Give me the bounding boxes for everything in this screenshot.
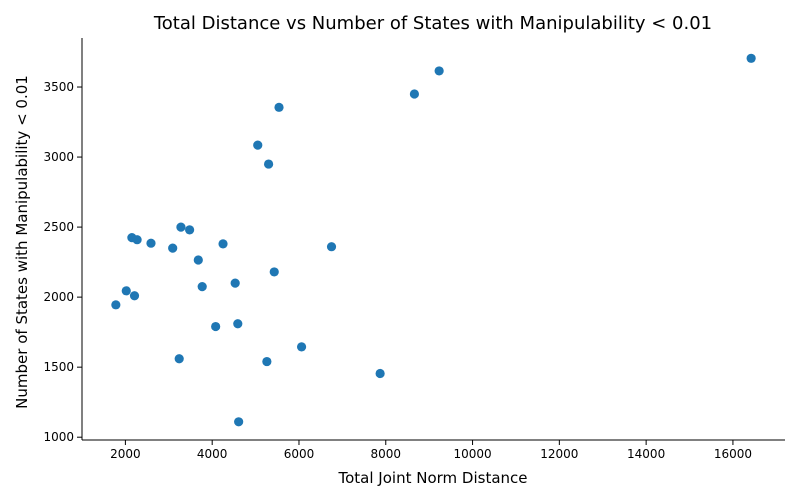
data-point xyxy=(185,225,195,235)
data-point xyxy=(146,238,156,248)
data-point xyxy=(434,66,444,76)
x-tick-label: 6000 xyxy=(284,447,315,461)
chart-title: Total Distance vs Number of States with … xyxy=(153,13,712,34)
data-point xyxy=(121,286,131,296)
y-axis: 1000 1500 2000 2500 3000 3500 xyxy=(43,38,83,444)
data-point xyxy=(233,319,243,329)
x-tick-label: 14000 xyxy=(627,447,665,461)
data-point xyxy=(253,140,263,150)
data-point xyxy=(269,267,279,277)
x-tick-label: 8000 xyxy=(370,447,401,461)
x-axis-label: Total Joint Norm Distance xyxy=(338,469,528,487)
x-tick-label: 2000 xyxy=(110,447,141,461)
y-tick-label: 2500 xyxy=(43,220,74,234)
y-axis-label: Number of States with Manipulability < 0… xyxy=(13,75,31,409)
data-point xyxy=(168,243,178,253)
data-point xyxy=(230,278,240,288)
x-tick-label: 12000 xyxy=(540,447,578,461)
data-point xyxy=(274,102,284,112)
data-point xyxy=(263,159,274,169)
data-point xyxy=(211,321,221,332)
x-tick-label: 4000 xyxy=(197,447,228,461)
data-point xyxy=(746,53,756,63)
data-point xyxy=(176,222,186,232)
plot-area xyxy=(111,53,756,427)
data-point xyxy=(111,300,121,310)
data-point xyxy=(234,417,244,427)
data-point xyxy=(409,89,420,99)
data-point xyxy=(375,368,385,379)
data-point xyxy=(132,235,142,245)
data-point xyxy=(129,291,140,301)
y-tick-label: 1500 xyxy=(43,360,74,374)
data-point xyxy=(174,354,184,364)
data-point xyxy=(197,282,207,292)
x-axis: 2000 4000 6000 8000 10000 12000 14000 16000 xyxy=(82,439,785,461)
data-point xyxy=(218,239,228,249)
x-tick-label: 16000 xyxy=(714,447,752,461)
data-point xyxy=(296,342,307,352)
y-tick-label: 2000 xyxy=(43,290,74,304)
data-point xyxy=(326,242,337,252)
data-point xyxy=(193,255,203,265)
y-tick-label: 3500 xyxy=(43,80,74,94)
y-tick-label: 3000 xyxy=(43,150,74,164)
y-tick-label: 1000 xyxy=(43,430,74,444)
x-tick-label: 10000 xyxy=(453,447,491,461)
data-point xyxy=(262,356,272,367)
